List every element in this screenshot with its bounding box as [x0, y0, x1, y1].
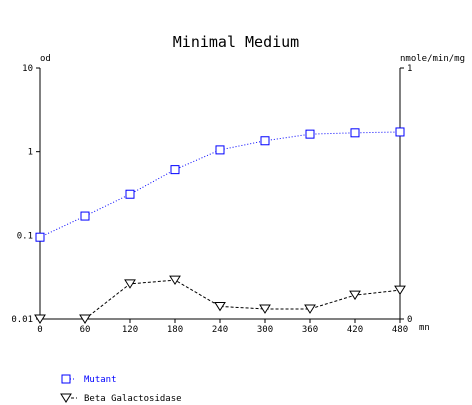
series-line-mutant: [39, 131, 401, 238]
data-point-mutant: [395, 127, 405, 137]
data-point-beta-galactosidase: [304, 304, 316, 314]
left-tick-label: 10: [22, 64, 33, 74]
x-tick-label: 240: [212, 325, 228, 335]
axis-ticks: 0 60 120 180 240 300 360 420 480 0.01 0.1 1 10 0 1: [11, 64, 412, 335]
data-point-beta-galactosidase: [214, 301, 226, 312]
data-point-mutant: [305, 129, 315, 139]
data-point-mutant: [260, 136, 270, 146]
left-axis-label: od: [40, 54, 51, 64]
data-point-mutant: [350, 128, 360, 138]
data-point-mutant: [170, 165, 180, 175]
x-tick-label: 480: [392, 325, 408, 335]
legend-item-mutant: Mutant: [61, 374, 117, 385]
legend-label-beta-galactosidase: Beta Galactosidase: [84, 394, 182, 404]
x-tick-label: 60: [80, 325, 91, 335]
data-point-beta-galactosidase: [259, 304, 271, 314]
x-tick-label: 360: [302, 325, 318, 335]
series-line-beta-galactosidase: [40, 279, 401, 320]
data-point-beta-galactosidase: [349, 290, 361, 301]
x-tick-label: 420: [347, 325, 363, 335]
x-tick-label: 180: [167, 325, 183, 335]
legend: Mutant Beta Galactosidase: [60, 374, 182, 404]
x-axis-label: mn: [419, 323, 430, 333]
left-tick-label: 0.01: [11, 315, 33, 325]
data-point-beta-galactosidase: [79, 314, 91, 324]
right-axis-label: nmole/min/mg: [400, 54, 465, 64]
left-tick-label: 0.1: [17, 231, 33, 241]
legend-triangle-marker: [60, 393, 72, 403]
data-point-mutant: [80, 211, 90, 221]
right-tick-label: 0: [407, 315, 412, 325]
x-tick-label: 0: [37, 325, 42, 335]
data-point-mutant: [125, 189, 135, 199]
data-point-beta-galactosidase: [34, 314, 46, 324]
data-point-mutant: [35, 232, 45, 242]
x-tick-label: 120: [122, 325, 138, 335]
legend-label-mutant: Mutant: [84, 375, 117, 385]
data-point-mutant: [215, 145, 225, 155]
data-point-beta-galactosidase: [124, 279, 136, 289]
data-point-beta-galactosidase: [394, 285, 406, 296]
data-point-beta-galactosidase: [169, 275, 181, 286]
series-layer: [34, 127, 406, 324]
legend-square-marker: [61, 374, 71, 384]
right-tick-label: 1: [407, 64, 412, 74]
left-tick-label: 1: [28, 148, 33, 158]
legend-item-beta-galactosidase: Beta Galactosidase: [60, 393, 182, 404]
chart-title: Minimal Medium: [173, 33, 299, 51]
x-tick-label: 300: [257, 325, 273, 335]
